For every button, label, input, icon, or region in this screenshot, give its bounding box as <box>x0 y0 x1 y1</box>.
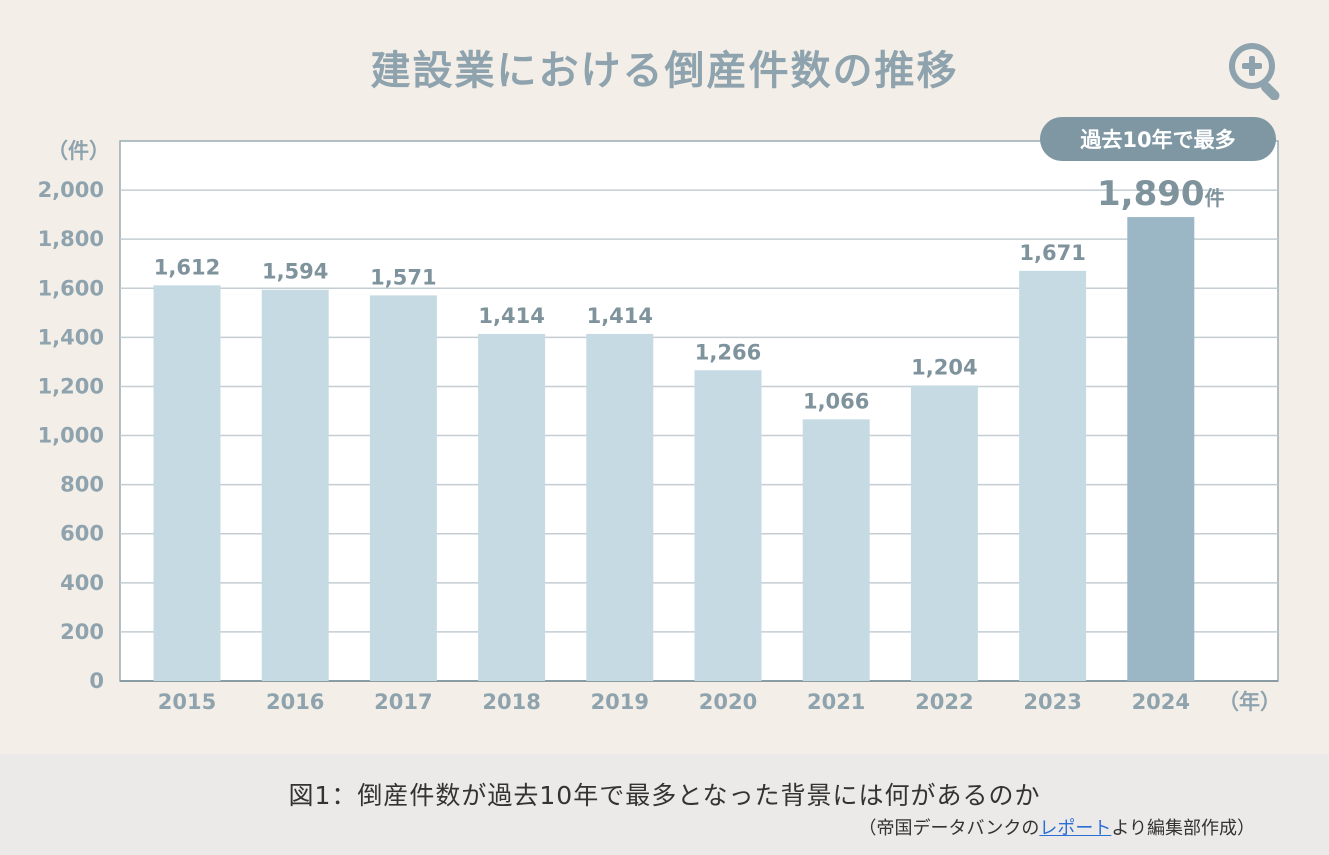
report-link[interactable]: レポート <box>1039 818 1112 839</box>
data-label: 1,266 <box>695 340 761 364</box>
y-tick-label: 1,200 <box>38 374 104 398</box>
y-tick-label: 1,800 <box>38 227 104 251</box>
bar <box>1127 217 1195 681</box>
data-label: 1,671 <box>1019 241 1085 265</box>
data-label: 1,612 <box>154 255 220 279</box>
data-label: 1,414 <box>587 304 653 328</box>
data-label: 1,594 <box>262 260 328 284</box>
credit-prefix: （帝国データバンクの <box>858 818 1040 839</box>
bar <box>586 333 654 681</box>
highlight-badge-label: 過去10年で最多 <box>1080 128 1235 152</box>
x-tick-label: 2022 <box>915 690 973 714</box>
x-tick-label: 2021 <box>807 690 865 714</box>
highlight-badge <box>1040 117 1276 161</box>
data-label-unit: 件 <box>1205 186 1225 210</box>
bar-chart: 0 200 400 600 800 1,000 1,200 1,400 1,600 1,800 2,… <box>38 117 1281 714</box>
y-tick-label: 1,000 <box>38 424 104 448</box>
x-tick-label: 2023 <box>1023 690 1081 714</box>
credit-suffix: より編集部作成） <box>1111 818 1255 839</box>
y-tick-label: 0 <box>89 669 104 693</box>
source-credit: （帝国データバンクのレポートより編集部作成） <box>858 814 1255 840</box>
figure-caption: 図1：倒産件数が過去10年で最多となった背景には何があるのか <box>288 781 1041 810</box>
data-label-highlight: 1,890件 <box>1097 174 1225 214</box>
y-tick-label: 800 <box>60 473 104 497</box>
x-tick-label: 2017 <box>374 690 432 714</box>
bar <box>153 285 221 681</box>
chart-title: 建設業における倒産件数の推移 <box>370 48 959 94</box>
caption-panel: 図1：倒産件数が過去10年で最多となった背景には何があるのか （帝国データバンク… <box>0 754 1329 855</box>
bar <box>478 333 546 681</box>
bar <box>910 385 978 681</box>
y-tick-label: 1,600 <box>38 276 104 300</box>
zoom-in-icon[interactable] <box>1222 36 1290 100</box>
bar <box>1019 270 1087 681</box>
bar <box>261 289 329 681</box>
x-axis-label: （年） <box>1218 690 1281 714</box>
x-tick-label: 2024 <box>1132 690 1190 714</box>
x-tick-label: 2018 <box>482 690 540 714</box>
x-tick-label: 2020 <box>699 690 757 714</box>
chart-panel: 建設業における倒産件数の推移 0 200 400 600 800 1,000 1,200 1,… <box>37 36 1290 714</box>
data-label: 1,571 <box>370 265 436 289</box>
data-label: 1,204 <box>911 355 977 379</box>
y-tick-label: 200 <box>60 620 104 644</box>
data-label: 1,414 <box>478 304 544 328</box>
data-label: 1,066 <box>803 389 869 413</box>
bar <box>802 419 870 681</box>
y-tick-label: 2,000 <box>38 178 104 202</box>
y-tick-label: 1,400 <box>38 325 104 349</box>
bar <box>694 370 762 681</box>
x-tick-label: 2015 <box>158 690 216 714</box>
y-tick-label: 400 <box>60 571 104 595</box>
bar <box>369 295 437 681</box>
y-tick-label: 600 <box>60 522 104 546</box>
y-axis-label: （件） <box>47 139 110 163</box>
x-tick-label: 2019 <box>591 690 649 714</box>
x-tick-label: 2016 <box>266 690 324 714</box>
